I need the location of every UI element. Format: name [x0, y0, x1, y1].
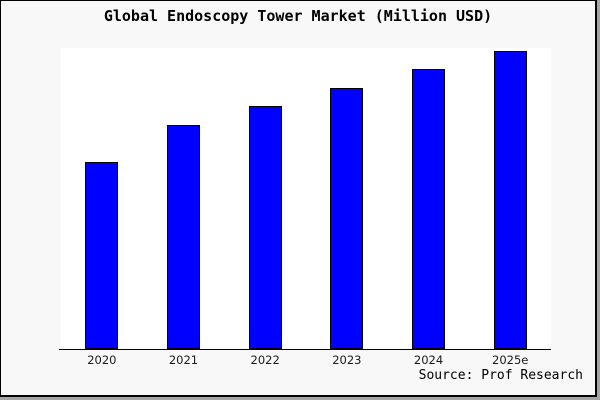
bar-slot [388, 48, 470, 349]
bar-slot [143, 48, 225, 349]
bar-slot [61, 48, 143, 349]
chart-title: Global Endoscopy Tower Market (Million U… [103, 7, 493, 25]
plot-area [61, 48, 551, 349]
bar-2024 [412, 69, 446, 349]
bar-series [61, 48, 551, 349]
x-axis-tick-labels: 2020 2021 2022 2023 2024 2025e [61, 353, 551, 367]
bar-2023 [330, 88, 364, 349]
x-tick-label: 2025e [492, 353, 529, 367]
bar-slot [469, 48, 551, 349]
bar-slot [224, 48, 306, 349]
x-tick-label: 2024 [413, 353, 444, 367]
bar-2021 [167, 125, 200, 349]
x-tick-label: 2023 [332, 353, 362, 367]
x-tick-label: 2021 [168, 353, 199, 367]
x-axis-line [59, 349, 551, 350]
x-tick-label: 2020 [87, 353, 117, 367]
x-tick-label: 2022 [250, 353, 280, 367]
bar-2020 [85, 162, 119, 349]
bar-2025e [493, 51, 527, 349]
bar-slot [306, 48, 388, 349]
bar-2022 [248, 106, 282, 349]
source-credit: Source: Prof Research [418, 368, 583, 383]
